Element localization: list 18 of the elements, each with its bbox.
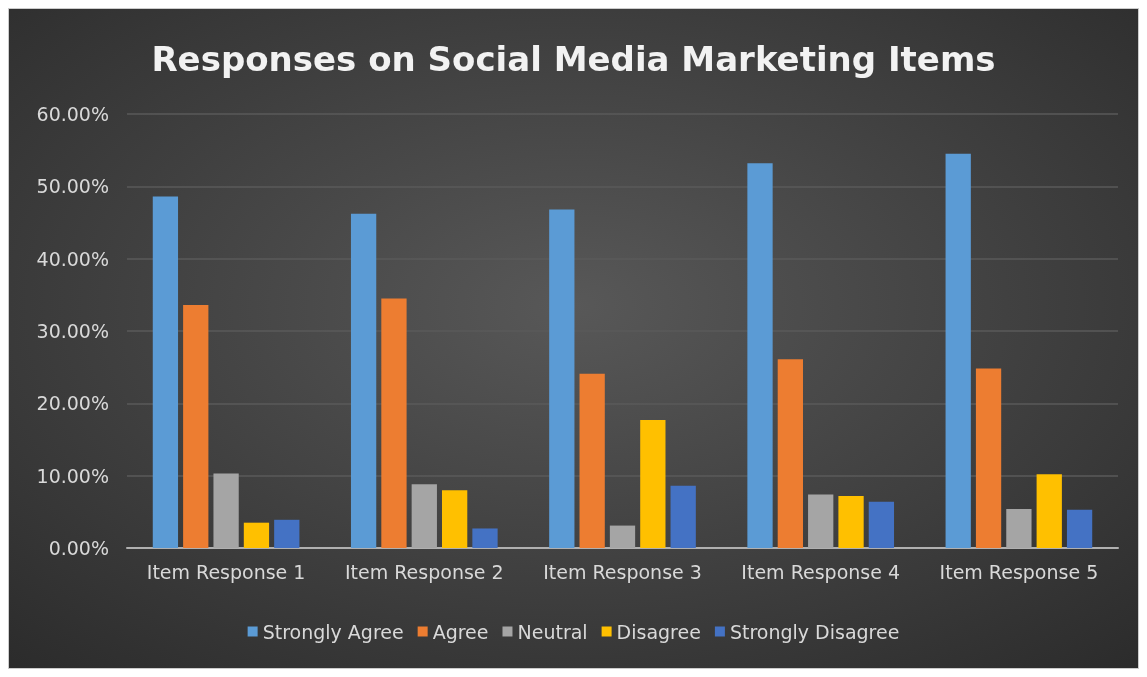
y-tick-label: 50.00% <box>36 175 109 198</box>
x-tick-label: Item Response 4 <box>741 560 901 583</box>
x-tick-label: Item Response 1 <box>146 560 306 583</box>
y-tick-label: 30.00% <box>36 320 109 342</box>
y-tick-label: 40.00% <box>36 247 109 270</box>
legend-label: Neutral <box>517 620 588 643</box>
x-tick-label: Item Response 2 <box>344 560 504 583</box>
legend-label: Disagree <box>616 620 701 643</box>
y-tick-label: 60.00% <box>36 103 109 125</box>
x-tick-label: Item Response 5 <box>939 560 1099 583</box>
y-tick-label: 0.00% <box>48 537 109 559</box>
chart-title: Responses on Social Media Marketing Items <box>151 39 996 79</box>
x-tick-label: Item Response 3 <box>543 560 702 583</box>
legend-label: Agree <box>432 620 489 643</box>
y-tick-label: 10.00% <box>36 464 109 487</box>
legend-label: Strongly Agree <box>262 620 404 643</box>
y-tick-label: 20.00% <box>36 392 109 415</box>
legend-label: Strongly Disagree <box>729 620 900 643</box>
